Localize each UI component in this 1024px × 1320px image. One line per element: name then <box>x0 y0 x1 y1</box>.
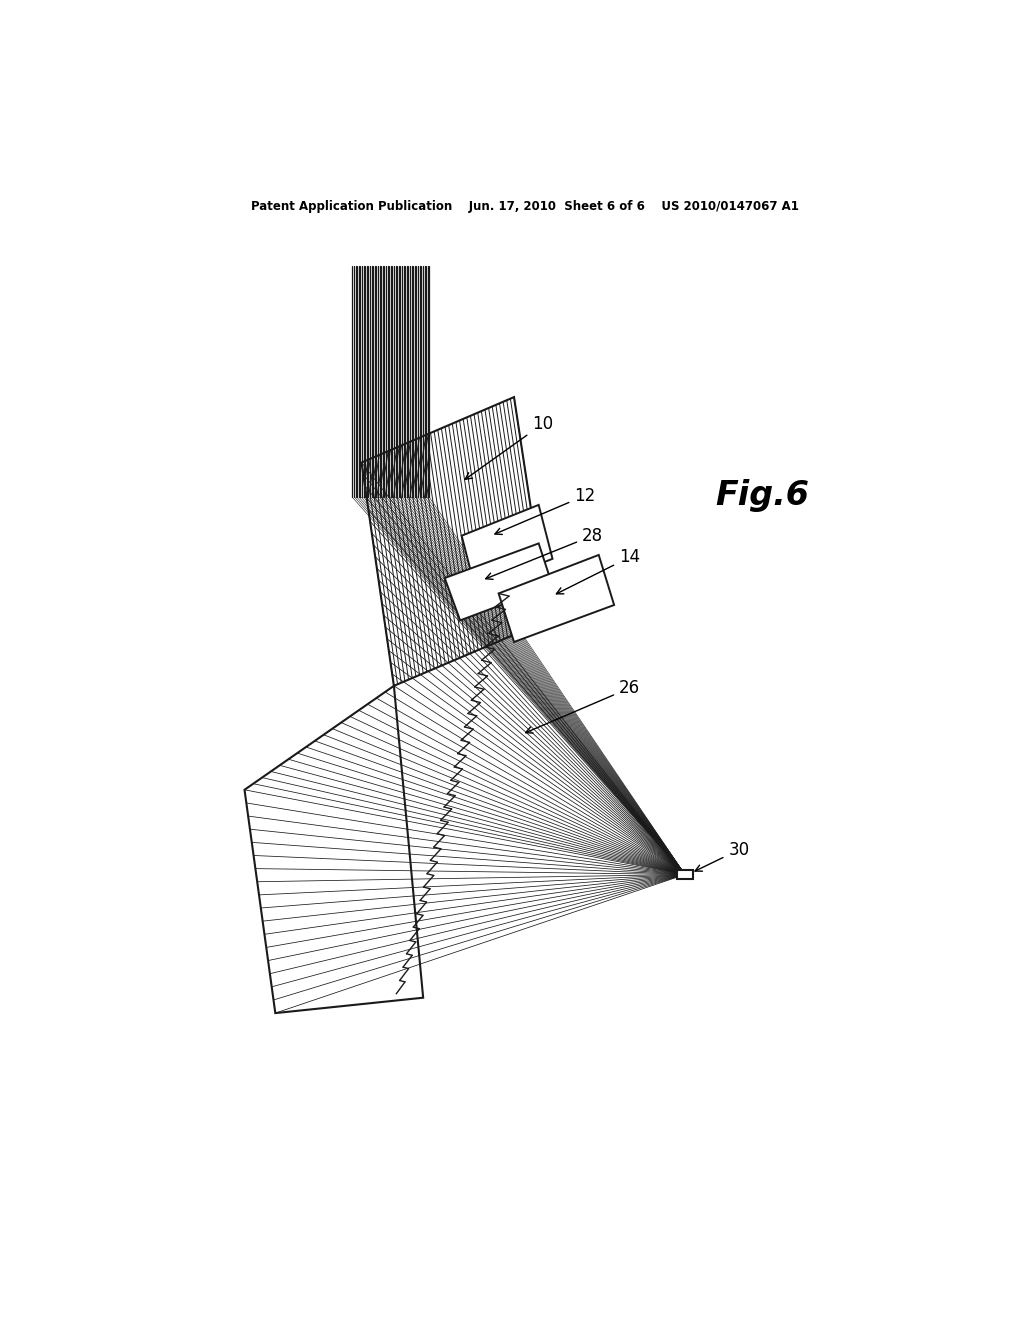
Text: 12: 12 <box>495 487 596 535</box>
Polygon shape <box>444 544 553 620</box>
Text: 10: 10 <box>465 414 553 479</box>
Text: 28: 28 <box>485 527 603 579</box>
Text: Fig.6: Fig.6 <box>715 479 809 512</box>
Polygon shape <box>462 506 553 590</box>
Text: 14: 14 <box>556 548 640 594</box>
Text: 30: 30 <box>695 841 750 871</box>
Text: 26: 26 <box>525 680 640 733</box>
Polygon shape <box>499 554 614 642</box>
Bar <box>677 870 692 879</box>
Text: Patent Application Publication    Jun. 17, 2010  Sheet 6 of 6    US 2010/0147067: Patent Application Publication Jun. 17, … <box>251 199 799 213</box>
Polygon shape <box>245 686 423 1014</box>
Polygon shape <box>361 397 548 686</box>
